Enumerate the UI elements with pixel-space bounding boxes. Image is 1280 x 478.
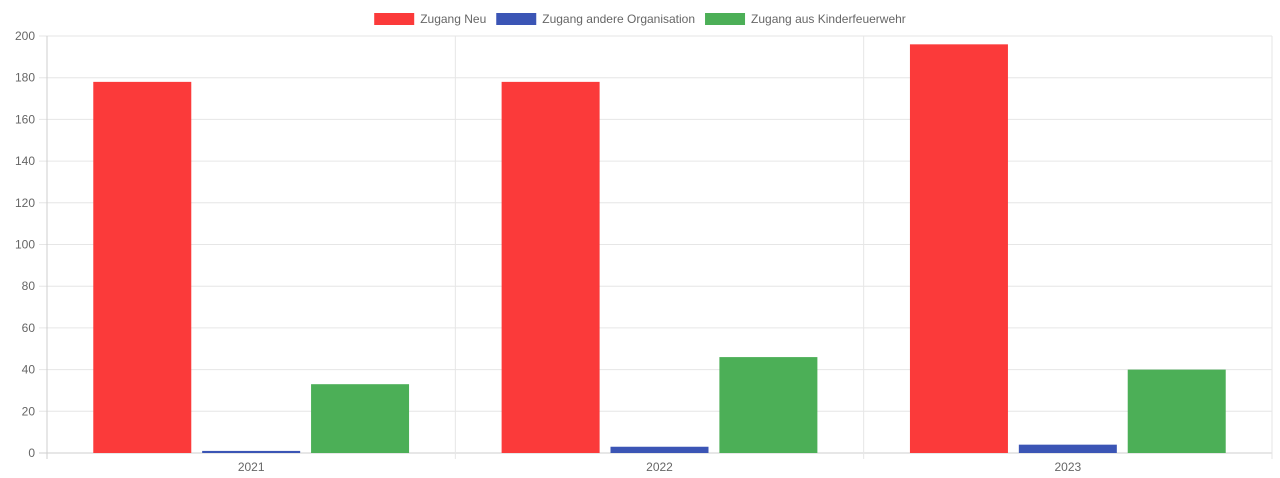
legend-swatch	[374, 13, 415, 25]
x-tick-label: 2021	[238, 460, 265, 473]
bar-2022-1	[501, 81, 600, 454]
bar-2023-2	[1018, 444, 1117, 453]
legend-label: Zugang andere Organisation	[542, 12, 695, 26]
bar-series	[93, 44, 1226, 454]
y-tick-label: 200	[15, 29, 35, 43]
x-axis: 2021 2022 2023	[238, 460, 1082, 474]
y-tick-label: 100	[15, 238, 35, 252]
y-tick-label: 0	[28, 446, 35, 460]
chart-grid	[39, 35, 1273, 459]
bar-2023-3	[1127, 369, 1226, 453]
bar-2021-2	[202, 450, 301, 453]
y-tick-label: 20	[22, 404, 36, 418]
x-tick-label: 2023	[1054, 460, 1081, 473]
chart-legend: Zugang Neu Zugang andere Organisation Zuga…	[374, 12, 906, 26]
y-tick-label: 120	[15, 196, 35, 210]
bar-2022-2	[610, 446, 709, 453]
x-tick-label: 2022	[646, 460, 673, 473]
legend-swatch	[705, 13, 746, 25]
legend-label: Zugang Neu	[420, 12, 486, 26]
y-tick-label: 60	[22, 321, 36, 335]
legend-swatch	[496, 13, 537, 25]
y-tick-label: 80	[22, 279, 36, 293]
y-tick-label: 160	[15, 112, 35, 126]
y-tick-label: 140	[15, 154, 35, 168]
bar-2021-1	[93, 81, 192, 454]
y-tick-label: 40	[22, 363, 36, 377]
bar-2023-1	[909, 44, 1008, 454]
bar-2022-3	[719, 357, 818, 453]
y-tick-label: 180	[15, 71, 35, 85]
bar-2021-3	[311, 384, 410, 453]
y-axis: 0 20 40 60 80 100 120 140 160 180 200	[15, 29, 35, 460]
legend-label: Zugang aus Kinderfeuerwehr	[751, 12, 906, 26]
